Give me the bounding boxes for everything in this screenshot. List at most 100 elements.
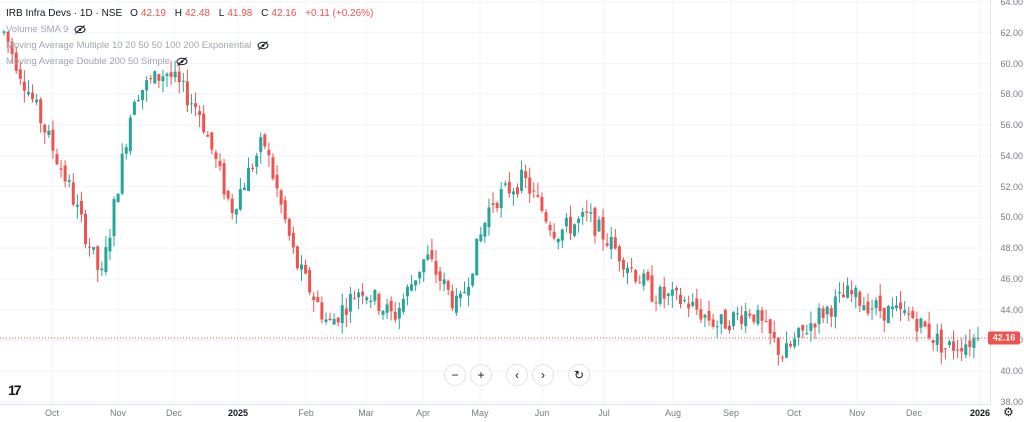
indicator-label[interactable]: Volume SMA 9 bbox=[6, 23, 69, 35]
candle-body bbox=[194, 103, 198, 108]
candle-body bbox=[711, 319, 715, 327]
candle-body bbox=[340, 305, 344, 324]
candle-body bbox=[141, 89, 145, 101]
candle-body bbox=[650, 275, 654, 302]
candle-body bbox=[699, 309, 703, 320]
candle-body bbox=[585, 211, 589, 213]
ohlc-key: H bbox=[174, 7, 182, 19]
zoom-out-button[interactable]: − bbox=[444, 364, 466, 386]
candle-body bbox=[79, 200, 83, 215]
candle-body bbox=[870, 308, 874, 310]
indicator-label[interactable]: Moving Average Multiple 10 20 50 50 100 … bbox=[6, 39, 252, 51]
candle-body bbox=[907, 313, 911, 315]
candle-body bbox=[120, 153, 124, 194]
candle-body bbox=[532, 190, 536, 192]
candle-body bbox=[405, 286, 409, 297]
gear-icon[interactable]: ⚙ bbox=[1003, 405, 1014, 419]
candle-body bbox=[626, 267, 630, 274]
candle-body bbox=[935, 333, 939, 345]
indicator-row[interactable]: Volume SMA 9 bbox=[6, 21, 379, 37]
x-tick-label: Dec bbox=[905, 408, 923, 418]
candle-body bbox=[825, 306, 829, 315]
candle-body bbox=[230, 198, 234, 214]
y-tick-label: 58.00 bbox=[1000, 89, 1023, 100]
eye-off-icon[interactable] bbox=[176, 56, 188, 66]
indicator-row[interactable]: Moving Average Multiple 10 20 50 50 100 … bbox=[6, 37, 379, 53]
candle-body bbox=[617, 246, 621, 262]
reset-chart-button[interactable]: ↻ bbox=[568, 364, 590, 386]
candle-body bbox=[234, 209, 238, 215]
candle-body bbox=[316, 297, 320, 303]
candle-body bbox=[515, 187, 519, 194]
y-tick-label: 40.00 bbox=[1000, 366, 1023, 377]
candle-body bbox=[214, 152, 218, 160]
candle-body bbox=[630, 267, 634, 269]
candle-body bbox=[573, 224, 577, 236]
candle-body bbox=[92, 247, 96, 250]
scroll-left-button[interactable]: ‹ bbox=[506, 364, 528, 386]
price-axis[interactable]: 64.00 62.00 60.00 58.00 56.00 54.00 52.00 50.00… bbox=[990, 0, 1024, 407]
candle-body bbox=[458, 293, 462, 299]
x-tick-label: Oct bbox=[44, 408, 60, 418]
eye-off-icon[interactable] bbox=[257, 40, 269, 50]
x-tick-label: Jun bbox=[534, 408, 550, 418]
ohlc-key: O bbox=[130, 7, 138, 19]
candle-body bbox=[952, 341, 956, 351]
candle-body bbox=[768, 319, 772, 334]
scroll-right-button[interactable]: › bbox=[532, 364, 554, 386]
candle-body bbox=[426, 254, 430, 260]
candle-body bbox=[727, 325, 731, 331]
candle-body bbox=[2, 31, 6, 33]
time-axis[interactable]: Oct Nov Dec 2025 Feb Mar Apr May Jun Jul Aug Sep Oct… bbox=[0, 404, 990, 422]
nav-spacer bbox=[558, 364, 564, 386]
candle-body bbox=[295, 246, 299, 269]
candle-body bbox=[691, 301, 695, 306]
chart-navigation: − + ‹ › ↻ bbox=[444, 364, 590, 386]
candle-body bbox=[454, 295, 458, 313]
candle-body bbox=[169, 72, 173, 77]
candle-body bbox=[703, 314, 707, 318]
candle-body bbox=[348, 293, 352, 312]
indicator-row[interactable]: Moving Average Double 200 50 Simple bbox=[6, 53, 379, 69]
candle-body bbox=[446, 280, 450, 290]
x-tick-label: 2025 bbox=[227, 408, 249, 418]
candle-body bbox=[324, 319, 328, 322]
candle-body bbox=[161, 76, 165, 82]
candle-body bbox=[267, 149, 271, 156]
eye-off-icon[interactable] bbox=[74, 24, 86, 34]
price-chart[interactable] bbox=[0, 0, 990, 404]
candle-body bbox=[291, 232, 295, 248]
tradingview-logo[interactable]: 17 bbox=[8, 382, 22, 398]
candle-body bbox=[31, 92, 35, 100]
candle-body bbox=[55, 154, 59, 165]
candle-body bbox=[964, 344, 968, 355]
candle-body bbox=[894, 305, 898, 309]
candle-body bbox=[385, 304, 389, 313]
x-tick-label: Mar bbox=[358, 408, 374, 418]
candle-body bbox=[18, 69, 22, 79]
candle-body bbox=[165, 73, 169, 77]
candle-body bbox=[430, 250, 434, 260]
candle-body bbox=[153, 71, 157, 84]
symbol-title[interactable]: IRB Infra Devs · 1D · NSE bbox=[6, 7, 123, 19]
zoom-in-button[interactable]: + bbox=[470, 364, 492, 386]
candle-body bbox=[63, 165, 67, 182]
candle-body bbox=[829, 308, 833, 317]
candle-body bbox=[687, 303, 691, 309]
candle-body bbox=[793, 338, 797, 347]
ohlc-value: 42.19 bbox=[140, 7, 166, 19]
x-tick-label: May bbox=[471, 408, 489, 418]
candle-body bbox=[275, 174, 279, 189]
candle-body bbox=[915, 318, 919, 332]
candle-body bbox=[564, 218, 568, 227]
candle-body bbox=[911, 311, 915, 319]
candle-body bbox=[124, 147, 128, 154]
indicator-label[interactable]: Moving Average Double 200 50 Simple bbox=[6, 55, 171, 67]
candle-body bbox=[39, 99, 43, 124]
candle-body bbox=[381, 311, 385, 315]
candle-body bbox=[507, 181, 511, 194]
candle-body bbox=[536, 194, 540, 197]
candle-body bbox=[287, 218, 291, 236]
candle-body bbox=[410, 284, 414, 291]
candle-body bbox=[581, 212, 585, 217]
